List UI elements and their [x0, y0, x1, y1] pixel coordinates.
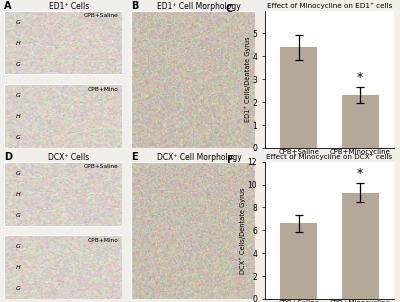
- Text: DCX⁺ Cell Morphology: DCX⁺ Cell Morphology: [157, 153, 242, 162]
- Text: G: G: [16, 171, 20, 176]
- Title: Effect of Minocycline on DCX⁺ cells: Effect of Minocycline on DCX⁺ cells: [266, 153, 392, 160]
- Bar: [280, 47, 317, 148]
- Text: G: G: [16, 62, 20, 67]
- Text: CPB+Mino: CPB+Mino: [87, 238, 118, 243]
- Bar: [4, 235, 122, 299]
- Text: CPB+Saline: CPB+Saline: [83, 13, 118, 18]
- Y-axis label: DCX⁺ Cells/Dentate Gyrus: DCX⁺ Cells/Dentate Gyrus: [239, 187, 246, 274]
- Text: G: G: [16, 20, 20, 24]
- Text: *: *: [357, 71, 363, 84]
- Text: *: *: [357, 167, 363, 180]
- Text: CPB+Saline: CPB+Saline: [83, 164, 118, 169]
- Text: G: G: [16, 213, 20, 218]
- Text: H: H: [16, 192, 20, 197]
- Text: H: H: [16, 114, 20, 119]
- Text: ED1⁺ Cell Morphology: ED1⁺ Cell Morphology: [158, 2, 241, 11]
- Text: G: G: [16, 244, 20, 249]
- Text: DCX⁺ Cells: DCX⁺ Cells: [48, 153, 89, 162]
- Text: B: B: [132, 1, 139, 11]
- Bar: [342, 193, 379, 299]
- Text: A: A: [4, 1, 12, 11]
- Bar: [342, 95, 379, 148]
- Bar: [280, 223, 317, 299]
- Text: G: G: [16, 93, 20, 98]
- Text: E: E: [132, 152, 138, 162]
- Text: H: H: [16, 41, 20, 46]
- Bar: [4, 84, 122, 148]
- Text: CPB+Mino: CPB+Mino: [87, 87, 118, 92]
- Text: G: G: [16, 135, 20, 140]
- Bar: [4, 162, 122, 226]
- Text: H: H: [16, 265, 20, 270]
- Text: G: G: [16, 286, 20, 291]
- Y-axis label: ED1⁺ Cells/Dentate Gyrus: ED1⁺ Cells/Dentate Gyrus: [244, 37, 251, 122]
- Text: D: D: [4, 152, 12, 162]
- Title: Effect of Minocycline on ED1⁺ cells: Effect of Minocycline on ED1⁺ cells: [267, 2, 392, 9]
- Text: C: C: [226, 4, 233, 14]
- Bar: [4, 11, 122, 74]
- Text: ED1⁺ Cells: ED1⁺ Cells: [48, 2, 89, 11]
- Text: F: F: [226, 155, 232, 165]
